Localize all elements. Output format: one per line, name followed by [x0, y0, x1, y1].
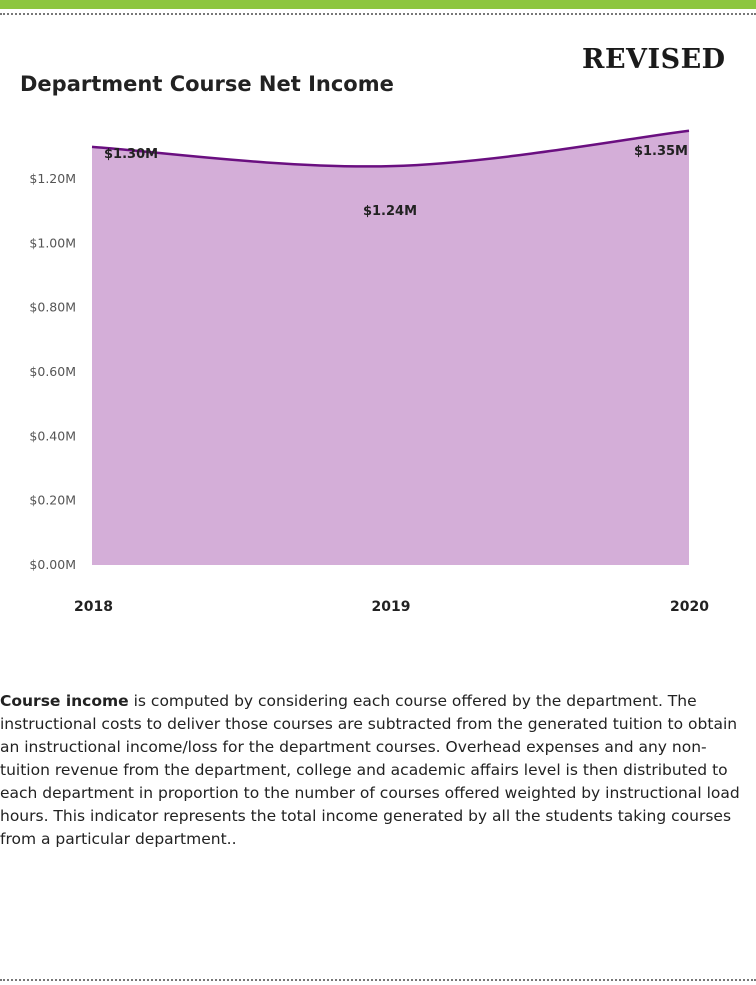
- x-tick-label: 2020: [670, 599, 709, 615]
- x-tick-label: 2019: [372, 599, 411, 615]
- revised-stamp: REVISED: [582, 44, 726, 75]
- data-labels: $1.30M $1.24M $1.35M: [104, 144, 688, 219]
- y-tick-label: $0.60M: [29, 364, 76, 379]
- description-text: Course income is computed by considering…: [0, 690, 750, 851]
- x-tick-label: 2018: [74, 599, 113, 615]
- bottom-dotted-divider: [0, 979, 756, 981]
- y-tick-label: $0.20M: [29, 493, 76, 508]
- x-axis-ticks: 2018 2019 2020: [74, 599, 709, 615]
- y-axis-ticks: $0.00M $0.20M $0.40M $0.60M $0.80M $1.00M $1.2…: [29, 171, 76, 572]
- data-label: $1.30M: [104, 147, 158, 162]
- top-accent-band: [0, 0, 756, 9]
- data-label: $1.24M: [363, 204, 417, 219]
- top-dotted-divider: [0, 13, 756, 15]
- y-tick-label: $1.20M: [29, 171, 76, 186]
- y-tick-label: $1.00M: [29, 235, 76, 250]
- y-tick-label: $0.80M: [29, 300, 76, 315]
- y-tick-label: $0.00M: [29, 557, 76, 572]
- description-term: Course income: [0, 692, 129, 710]
- series-line: [91, 129, 690, 168]
- y-tick-label: $0.40M: [29, 428, 76, 443]
- area-chart: $0.00M $0.20M $0.40M $0.60M $0.80M $1.00M $1.2…: [29, 129, 709, 615]
- chart-title: Department Course Net Income: [20, 72, 394, 96]
- area-fill: [92, 130, 689, 565]
- data-label: $1.35M: [634, 144, 688, 159]
- description-body: is computed by considering each course o…: [0, 692, 740, 848]
